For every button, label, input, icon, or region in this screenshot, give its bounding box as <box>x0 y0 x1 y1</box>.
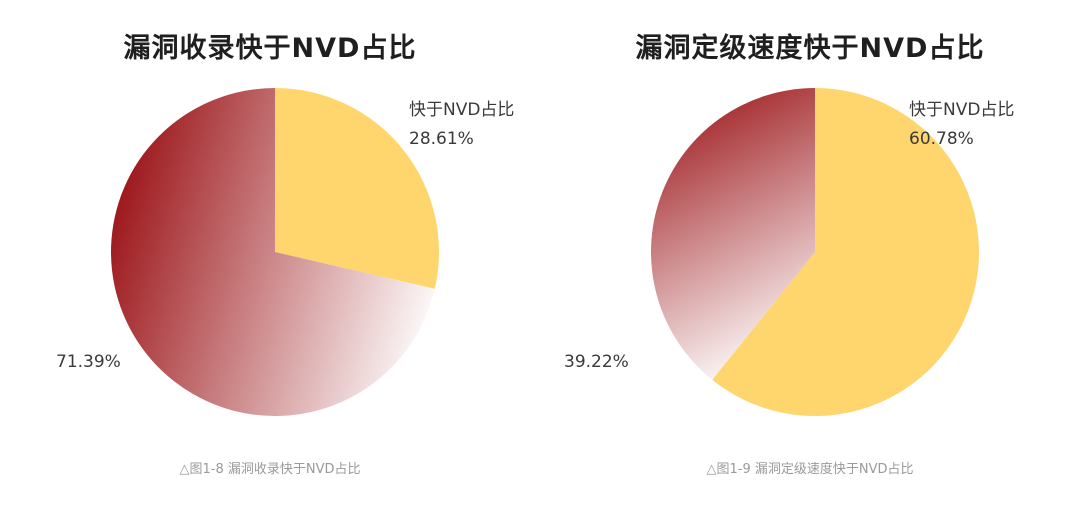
slice-label-faster-2: 快于NVD占比 <box>909 100 1014 120</box>
chart-panel-1: 漏洞收录快于NVD占比 快于NVD占比 28.61% 71.39% △图1-8 漏洞… <box>56 33 514 477</box>
slice-value-faster-1: 28.61% <box>409 129 474 149</box>
pie-slice-other-2 <box>650 88 815 380</box>
pie-slice-faster-1 <box>275 88 440 289</box>
pie-slice-other-1 <box>111 88 435 416</box>
slice-value-other-1: 71.39% <box>56 352 121 372</box>
slice-value-faster-2: 60.78% <box>909 129 974 149</box>
pie-slice-faster-2 <box>712 88 979 416</box>
chart-caption-1: △图1-8 漏洞收录快于NVD占比 <box>179 462 361 477</box>
slice-label-faster-1: 快于NVD占比 <box>409 100 514 120</box>
pie-chart-1: 快于NVD占比 28.61% 71.39% <box>56 88 514 416</box>
slice-value-other-2: 39.22% <box>564 352 629 372</box>
chart-title-1: 漏洞收录快于NVD占比 <box>123 33 417 64</box>
chart-panel-2: 漏洞定级速度快于NVD占比 快于NVD占比 60.78% 39.22% △图1-9 … <box>540 0 1080 506</box>
chart-title-2: 漏洞定级速度快于NVD占比 <box>635 33 985 64</box>
chart-caption-2: △图1-9 漏洞定级速度快于NVD占比 <box>706 462 914 477</box>
pie-chart-2: 快于NVD占比 60.78% 39.22% <box>564 88 1014 416</box>
